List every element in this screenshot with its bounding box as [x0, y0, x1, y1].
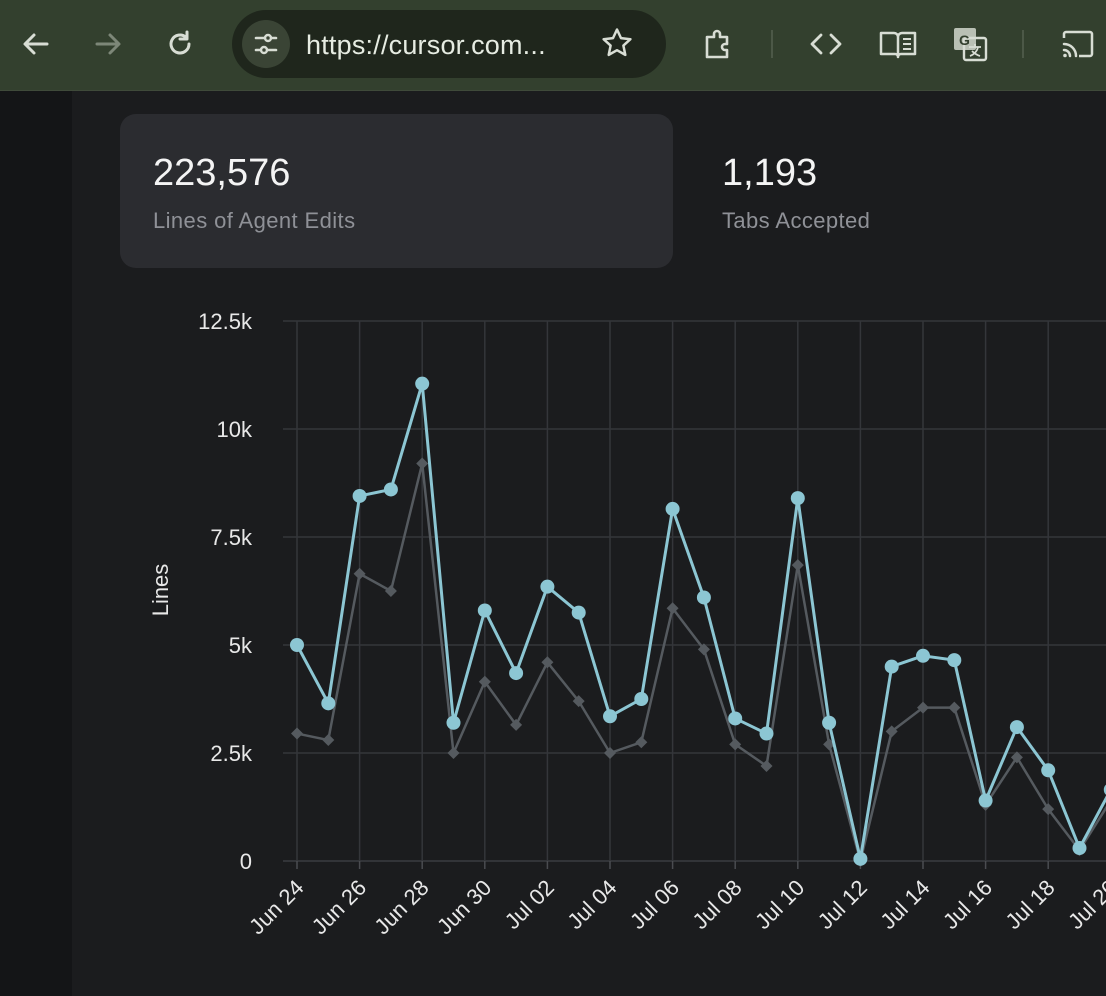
translate-icon[interactable]: G — [948, 22, 992, 66]
data-point — [1072, 841, 1087, 856]
data-point — [446, 715, 461, 730]
data-point — [635, 736, 648, 749]
data-point — [510, 718, 523, 731]
data-point — [978, 793, 993, 808]
sidebar-strip — [0, 91, 72, 996]
stat-value: 223,576 — [153, 152, 291, 194]
x-tick-label: Jul 06 — [625, 875, 684, 934]
data-point — [321, 696, 336, 711]
data-point — [322, 734, 335, 747]
data-point — [540, 579, 555, 594]
forward-icon[interactable] — [86, 22, 130, 66]
x-tick-label: Jul 04 — [562, 875, 621, 934]
data-point — [541, 656, 554, 669]
x-tick-label: Jul 02 — [500, 875, 559, 934]
data-point — [1103, 784, 1106, 795]
data-point — [696, 590, 711, 605]
data-point — [917, 701, 929, 714]
x-tick-label: Jul 18 — [1001, 875, 1060, 934]
y-tick-label: 12.5k — [198, 309, 253, 334]
data-point — [665, 501, 680, 516]
data-point — [478, 675, 491, 688]
y-tick-label: 10k — [217, 417, 253, 442]
data-point — [352, 488, 367, 503]
data-point — [1009, 720, 1024, 735]
data-point — [383, 482, 398, 497]
data-point — [477, 603, 492, 618]
stat-card-agent-edits[interactable]: 223,576 Lines of Agent Edits — [120, 114, 673, 268]
chart-series — [290, 376, 1106, 867]
extensions-icon[interactable] — [696, 22, 740, 66]
reading-mode-icon[interactable] — [876, 22, 920, 66]
data-point — [947, 653, 962, 668]
data-point — [729, 738, 742, 751]
y-tick-label: 0 — [240, 849, 252, 874]
data-point — [572, 695, 585, 708]
series-line-1 — [295, 382, 1106, 861]
data-point — [571, 605, 586, 620]
browser-toolbar: https://cursor.com... G — [0, 0, 1106, 91]
data-point — [1042, 803, 1055, 816]
x-tick-label: Jul 16 — [938, 875, 997, 934]
x-tick-label: Jul 12 — [813, 875, 872, 934]
data-point — [1010, 751, 1023, 764]
cast-icon[interactable] — [1056, 22, 1100, 66]
data-point — [790, 491, 805, 506]
data-point — [416, 457, 429, 470]
data-point — [447, 747, 460, 759]
back-icon[interactable] — [14, 22, 58, 66]
data-point — [384, 585, 397, 597]
data-point — [415, 376, 430, 391]
data-point — [603, 709, 617, 724]
data-point — [290, 638, 304, 652]
data-point — [853, 851, 868, 866]
x-tick-label: Jul 10 — [750, 875, 809, 934]
data-point — [291, 727, 303, 740]
x-tick-label: Jun 30 — [432, 875, 496, 939]
data-point — [634, 692, 649, 706]
svg-text:G: G — [959, 32, 970, 48]
data-point — [885, 725, 898, 738]
data-point — [604, 747, 616, 759]
stat-value: 1,193 — [722, 152, 818, 194]
y-axis-title: Lines — [148, 564, 173, 617]
y-tick-label: 5k — [229, 633, 253, 658]
stat-card-tabs-accepted[interactable]: 1,193 Tabs Accepted — [690, 114, 1090, 268]
site-settings-icon[interactable] — [242, 20, 290, 68]
code-icon[interactable] — [804, 22, 848, 66]
x-tick-label: Jul 08 — [688, 875, 747, 934]
stat-label: Tabs Accepted — [722, 208, 871, 233]
data-point — [1041, 763, 1056, 778]
y-tick-label: 2.5k — [210, 741, 253, 766]
x-tick-label: Jul 14 — [875, 875, 934, 934]
data-point — [916, 648, 930, 663]
data-point — [697, 643, 710, 656]
url-text[interactable]: https://cursor.com... — [306, 30, 546, 60]
y-tick-label: 7.5k — [210, 525, 253, 550]
reload-icon[interactable] — [158, 22, 202, 66]
data-point — [728, 711, 743, 726]
data-point — [353, 567, 366, 580]
data-point — [759, 726, 774, 741]
data-point — [666, 602, 679, 615]
x-tick-label: Jun 26 — [307, 875, 371, 939]
data-point — [822, 715, 837, 730]
bookmark-star-icon[interactable] — [600, 26, 634, 65]
x-tick-label: Jul 20 — [1063, 875, 1106, 934]
toolbar-separator — [771, 30, 773, 58]
data-point — [791, 559, 804, 572]
x-tick-label: Jun 24 — [244, 875, 308, 939]
x-tick-label: Jun 28 — [369, 875, 433, 939]
data-point — [509, 666, 524, 681]
stat-label: Lines of Agent Edits — [153, 208, 356, 233]
data-point — [884, 659, 899, 674]
toolbar-separator — [1022, 30, 1024, 58]
data-point — [948, 701, 961, 714]
data-point — [760, 759, 773, 772]
address-bar[interactable]: https://cursor.com... — [232, 10, 666, 78]
